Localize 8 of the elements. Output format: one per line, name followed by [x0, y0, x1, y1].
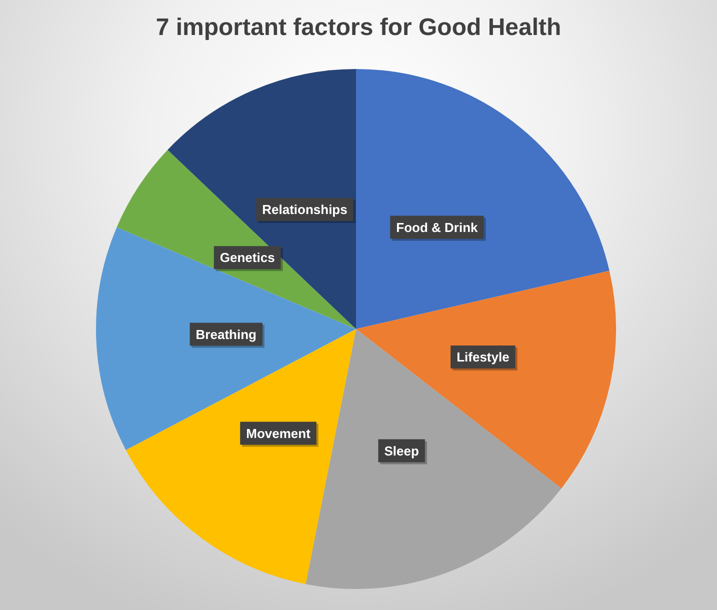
slice-label: Sleep: [384, 443, 419, 458]
slice-label: Lifestyle: [456, 350, 510, 365]
slice-label: Breathing: [196, 326, 256, 342]
chart-title: 7 important factors for Good Health: [154, 14, 562, 42]
slice-label: Food & Drink: [396, 220, 479, 235]
slice-label: Movement: [246, 426, 312, 441]
slice-label: Relationships: [262, 202, 348, 218]
slice-label: Genetics: [220, 250, 275, 266]
